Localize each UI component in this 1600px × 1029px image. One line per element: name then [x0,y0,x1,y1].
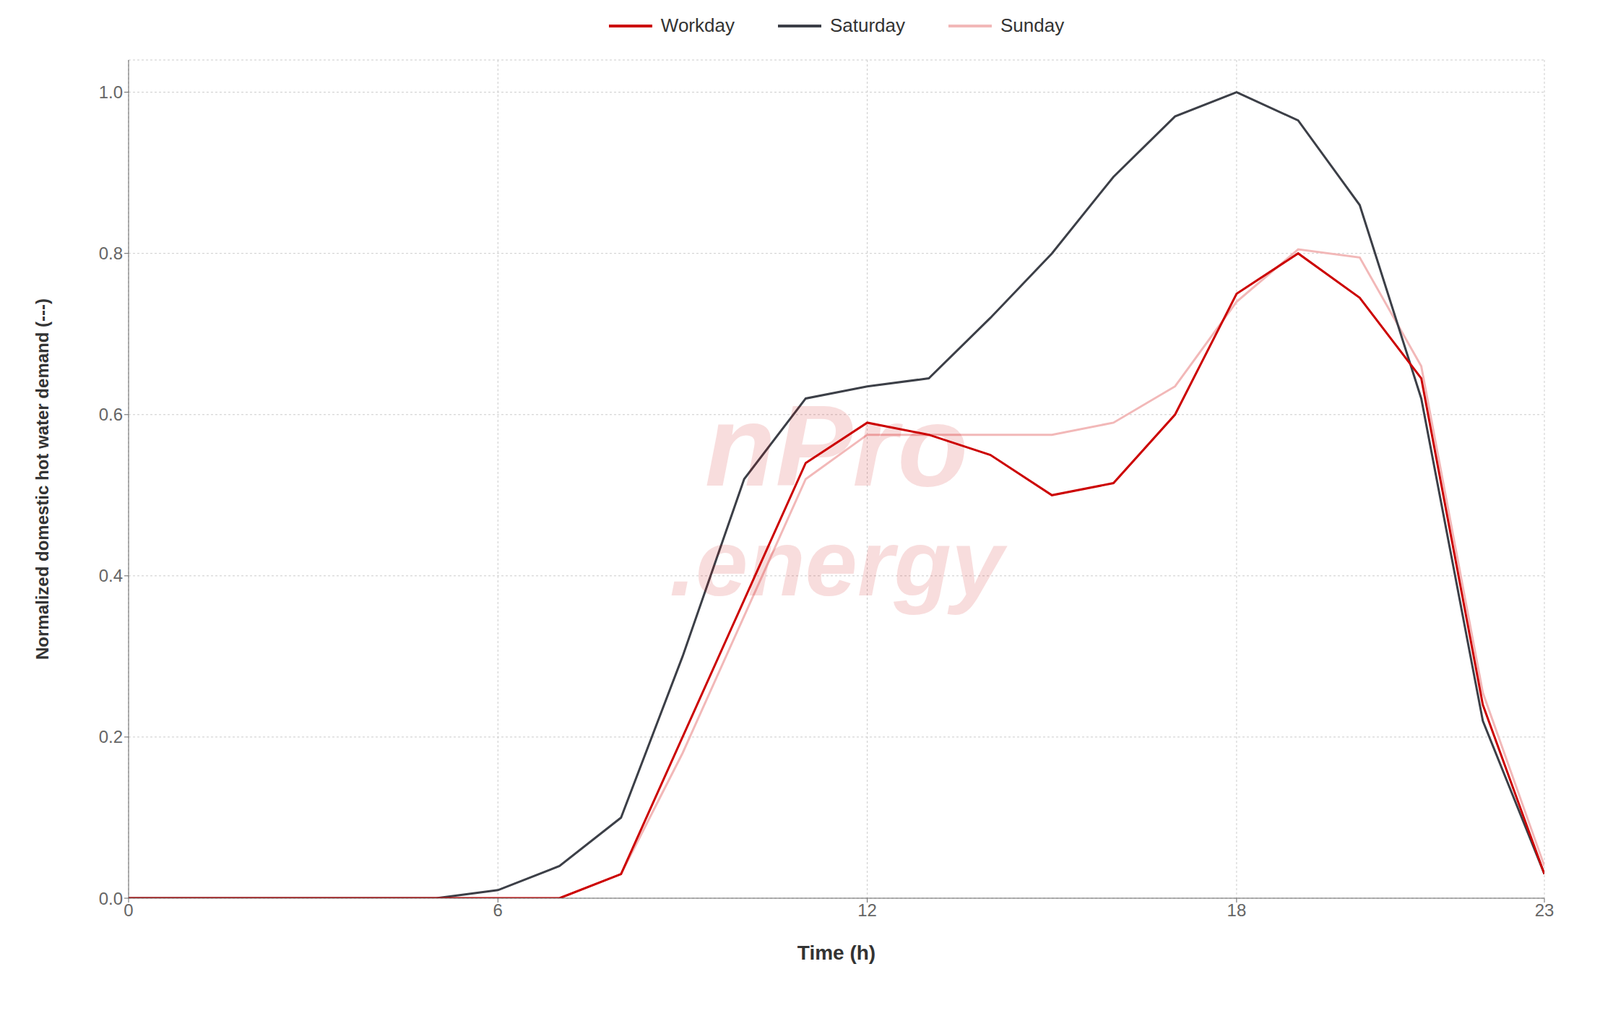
svg-text:0.2: 0.2 [98,726,123,747]
svg-text:0.6: 0.6 [98,404,123,425]
html-text:nPro: nPro [704,380,969,510]
svg-text:0: 0 [123,900,133,920]
svg-text:0.4: 0.4 [98,565,123,586]
html-text:.energy: .energy [669,509,1004,616]
html-text:Sunday: Sunday [1000,14,1065,37]
html-text:Saturday: Saturday [829,14,906,37]
svg-text:23: 23 [1534,900,1555,920]
svg-text:18: 18 [1227,900,1247,920]
svg-text:0.0: 0.0 [98,888,123,908]
svg-text:Time (h): Time (h) [797,941,876,964]
svg-text:0.8: 0.8 [98,243,123,263]
svg-text:Normalized domestic hot water: Normalized domestic hot water demand (--… [32,298,53,660]
svg-text:6: 6 [493,900,503,920]
svg-text:1.0: 1.0 [98,82,123,102]
svg-text:12: 12 [857,900,877,920]
html-text:Workday: Workday [660,14,735,37]
